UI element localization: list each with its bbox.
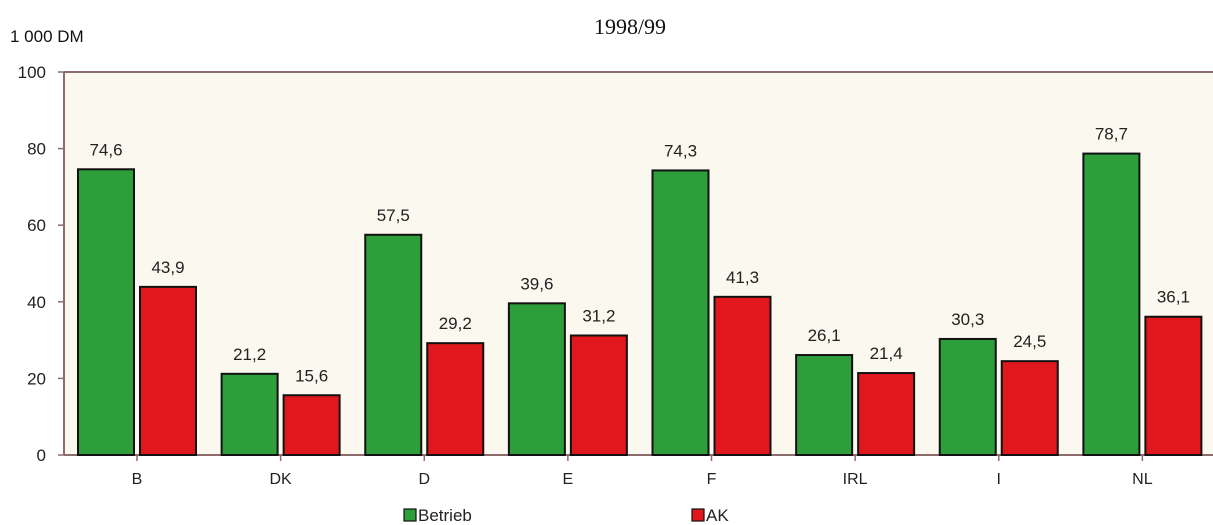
x-tick-label: D <box>418 471 430 488</box>
bar-ak-irl <box>857 372 916 456</box>
y-tick-label: 20 <box>27 369 46 388</box>
bar-ak-nl <box>1144 315 1203 456</box>
bar-betrieb-d <box>364 233 423 456</box>
legend-label-ak: AK <box>706 506 729 525</box>
y-tick-label: 0 <box>37 446 46 465</box>
data-label: 74,6 <box>89 140 122 159</box>
bar-betrieb-f <box>651 169 710 456</box>
x-tick-label: DK <box>270 471 293 488</box>
data-label: 29,2 <box>439 314 472 333</box>
x-tick-label: NL <box>1132 471 1153 488</box>
bar-ak-dk <box>282 394 341 457</box>
data-label: 41,3 <box>726 268 759 287</box>
data-label: 36,1 <box>1157 288 1190 307</box>
x-tick-label: E <box>563 471 574 488</box>
data-label: 30,3 <box>951 310 984 329</box>
y-axis-unit-label: 1 000 DM <box>10 27 84 46</box>
bar-ak-e <box>569 334 628 456</box>
data-label: 74,3 <box>664 141 697 160</box>
x-tick-label: F <box>707 471 717 488</box>
y-tick-label: 80 <box>27 140 46 159</box>
data-label: 21,4 <box>870 344 903 363</box>
bar-ak-f <box>713 295 772 457</box>
x-tick-label: B <box>132 471 143 488</box>
chart-title: 1998/99 <box>594 14 666 39</box>
data-label: 57,5 <box>377 206 410 225</box>
data-label: 78,7 <box>1095 125 1128 144</box>
data-label: 31,2 <box>582 307 615 326</box>
data-label: 21,2 <box>233 345 266 364</box>
data-label: 43,9 <box>151 258 184 277</box>
y-tick-label: 60 <box>27 216 46 235</box>
legend-swatch-betrieb <box>403 508 417 522</box>
bar-betrieb-e <box>507 302 566 456</box>
bar-betrieb-nl <box>1082 152 1141 456</box>
bar-betrieb-dk <box>220 372 279 456</box>
y-tick-label: 40 <box>27 293 46 312</box>
bar-ak-i <box>1000 360 1059 457</box>
bar-betrieb-irl <box>795 354 854 456</box>
plot-area: 0 20 40 60 80 100 74,6 43,9 B 21,2 15,6 DK 57,5 29,2 D… <box>18 63 1213 488</box>
x-tick-label: I <box>997 471 1001 488</box>
legend: Betrieb AK <box>403 506 729 525</box>
y-tick-label: 100 <box>18 63 46 82</box>
data-label: 39,6 <box>520 274 553 293</box>
bar-ak-b <box>139 285 197 456</box>
data-label: 24,5 <box>1013 332 1046 351</box>
bar-ak-d <box>426 342 485 456</box>
legend-label-betrieb: Betrieb <box>418 506 472 525</box>
x-tick-label: IRL <box>843 471 868 488</box>
data-label: 26,1 <box>808 326 841 345</box>
bar-betrieb-i <box>938 337 997 456</box>
bar-betrieb-b <box>77 168 135 456</box>
data-label: 15,6 <box>295 366 328 385</box>
legend-swatch-ak <box>691 508 705 522</box>
